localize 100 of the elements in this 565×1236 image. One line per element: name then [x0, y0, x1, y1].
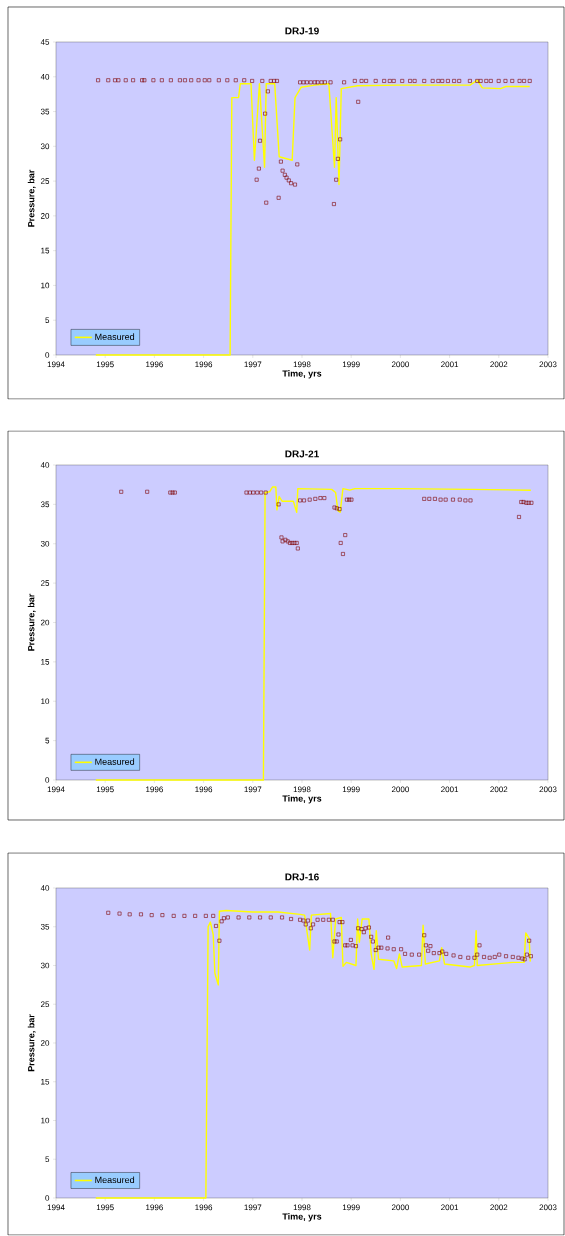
- x-tick-label: 1996: [195, 1204, 213, 1211]
- point: [422, 496, 427, 501]
- point: [280, 539, 285, 544]
- x-tick-label: 1995: [96, 1204, 114, 1211]
- y-tick-label: 0: [45, 352, 50, 358]
- point: [302, 498, 306, 503]
- x-axis-title: Time, yrs: [282, 1213, 322, 1222]
- point: [433, 496, 437, 501]
- x-tick-label: 1995: [96, 361, 114, 368]
- point: [341, 552, 345, 556]
- y-tick-label: 5: [45, 1156, 50, 1163]
- point: [244, 490, 249, 495]
- point: [463, 498, 468, 503]
- line-series: [95, 486, 532, 781]
- y-tick-label: 45: [40, 39, 50, 45]
- x-tick-label: 2000: [391, 361, 409, 368]
- point: [343, 533, 348, 537]
- y-tick-label: 30: [40, 143, 50, 150]
- x-tick-label: 2003: [539, 361, 557, 368]
- legend-label: Measured: [95, 1176, 135, 1184]
- y-tick-label: 0: [45, 777, 50, 783]
- x-tick-label: 1994: [47, 786, 65, 793]
- y-tick-label: 35: [40, 108, 50, 115]
- x-tick-label: 1995: [96, 786, 114, 793]
- x-tick-label: 2001: [441, 361, 459, 368]
- point: [298, 498, 302, 503]
- point: [279, 535, 284, 540]
- x-tick-label: 1994: [47, 361, 65, 368]
- y-axis-title: Pressure, bar: [27, 593, 36, 651]
- x-tick-label: 1999: [342, 361, 360, 368]
- point: [251, 490, 256, 495]
- point: [517, 515, 521, 519]
- x-tick-label: 2003: [539, 786, 557, 793]
- point: [276, 502, 281, 507]
- point: [427, 496, 432, 501]
- point: [468, 498, 473, 503]
- x-tick-label: 2000: [391, 1204, 409, 1211]
- x-tick-label: 1997: [244, 786, 262, 793]
- x-tick-label: 1999: [342, 786, 360, 793]
- y-tick-label: 25: [40, 580, 50, 586]
- point: [338, 541, 343, 545]
- point: [322, 496, 327, 500]
- x-tick-label: 1999: [342, 1204, 360, 1211]
- y-tick-label: 30: [40, 540, 50, 547]
- x-tick-label: 1996: [146, 1204, 163, 1211]
- x-tick-label: 1998: [293, 361, 311, 368]
- point: [438, 497, 443, 502]
- x-tick-label: 1998: [293, 786, 311, 793]
- x-tick-label: 1996: [146, 361, 163, 368]
- y-tick-label: 10: [41, 698, 50, 705]
- x-tick-label: 1997: [244, 1204, 262, 1211]
- y-tick-label: 30: [40, 962, 50, 969]
- y-axis-title: Pressure, bar: [27, 169, 36, 227]
- x-tick-label: 2002: [490, 361, 508, 368]
- y-axis-title: Pressure, bar: [27, 1014, 36, 1072]
- point: [443, 497, 448, 502]
- y-tick-label: 20: [40, 1040, 50, 1046]
- chart-title: DRJ-19: [285, 27, 319, 35]
- x-tick-label: 2002: [490, 1204, 508, 1211]
- x-tick-label: 1998: [293, 1204, 311, 1211]
- x-tick-label: 1994: [47, 1204, 65, 1211]
- x-axis-title: Time, yrs: [282, 370, 322, 379]
- y-tick-label: 25: [40, 178, 50, 184]
- point: [145, 489, 150, 494]
- y-tick-label: 15: [41, 1078, 50, 1085]
- y-tick-label: 5: [45, 737, 50, 744]
- point: [255, 490, 260, 495]
- y-tick-label: 40: [40, 73, 50, 80]
- y-tick-label: 15: [41, 659, 50, 665]
- y-tick-label: 40: [40, 462, 50, 468]
- y-tick-label: 15: [41, 247, 50, 254]
- point: [119, 489, 124, 494]
- y-tick-label: 35: [40, 501, 50, 508]
- legend-label: Measured: [95, 333, 135, 340]
- x-tick-label: 1996: [146, 786, 163, 793]
- x-tick-label: 2000: [391, 786, 409, 793]
- x-tick-label: 1997: [244, 361, 262, 368]
- y-tick-label: 0: [45, 1195, 50, 1201]
- y-tick-label: 20: [40, 213, 50, 219]
- point: [451, 497, 455, 502]
- x-tick-label: 2003: [539, 1204, 557, 1211]
- y-tick-label: 10: [41, 282, 50, 289]
- point: [318, 496, 323, 500]
- x-tick-label: 2001: [441, 1204, 459, 1211]
- legend-label: Measured: [95, 758, 135, 765]
- point: [259, 490, 264, 495]
- y-tick-label: 20: [40, 619, 50, 626]
- point: [247, 490, 252, 495]
- point: [307, 497, 312, 502]
- y-tick-label: 10: [41, 1117, 50, 1124]
- y-tick-label: 40: [40, 885, 50, 891]
- y-tick-label: 35: [40, 923, 50, 930]
- y-tick-label: 5: [45, 317, 50, 323]
- x-axis-title: Time, yrs: [282, 795, 322, 804]
- chart-title: DRJ-16: [285, 873, 319, 881]
- x-tick-label: 1996: [195, 361, 213, 368]
- x-tick-label: 1996: [195, 786, 213, 793]
- y-tick-label: 25: [40, 1001, 50, 1008]
- line-series: [95, 909, 531, 1199]
- point: [295, 546, 300, 551]
